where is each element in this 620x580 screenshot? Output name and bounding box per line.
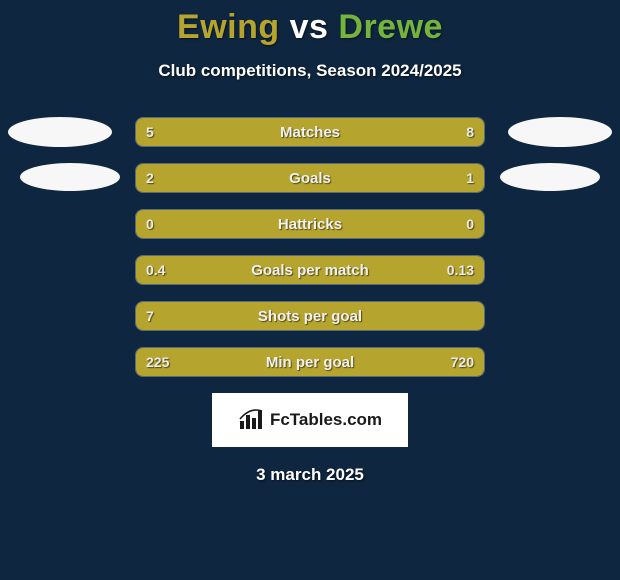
- page-title: Ewing vs Drewe: [0, 0, 620, 47]
- stat-row: 58Matches: [135, 117, 485, 147]
- stat-label: Goals: [136, 164, 484, 192]
- player1-name: Ewing: [177, 8, 280, 46]
- stat-row: 21Goals: [135, 163, 485, 193]
- stats-comparison: 58Matches 21Goals 00Hattricks 0.40.13Goals …: [0, 117, 620, 377]
- stat-row: 00Hattricks: [135, 209, 485, 239]
- stat-label: Goals per match: [136, 256, 484, 284]
- stat-label: Min per goal: [136, 348, 484, 376]
- stat-label: Hattricks: [136, 210, 484, 238]
- player1-club-badge: [20, 163, 120, 191]
- bar-chart-icon: [238, 409, 264, 431]
- player2-name: Drewe: [338, 8, 443, 46]
- date-label: 3 march 2025: [0, 465, 620, 485]
- stat-label: Shots per goal: [136, 302, 484, 330]
- player2-avatar: [508, 117, 612, 147]
- stat-row: 0.40.13Goals per match: [135, 255, 485, 285]
- stat-bars-container: 58Matches 21Goals 00Hattricks 0.40.13Goals …: [135, 117, 485, 377]
- player1-avatar: [8, 117, 112, 147]
- vs-text: vs: [290, 8, 329, 46]
- stat-label: Matches: [136, 118, 484, 146]
- fctables-logo: FcTables.com: [212, 393, 408, 447]
- player2-club-badge: [500, 163, 600, 191]
- stat-row: 225720Min per goal: [135, 347, 485, 377]
- logo-text: FcTables.com: [270, 410, 382, 430]
- stat-row: 7Shots per goal: [135, 301, 485, 331]
- subtitle: Club competitions, Season 2024/2025: [0, 61, 620, 81]
